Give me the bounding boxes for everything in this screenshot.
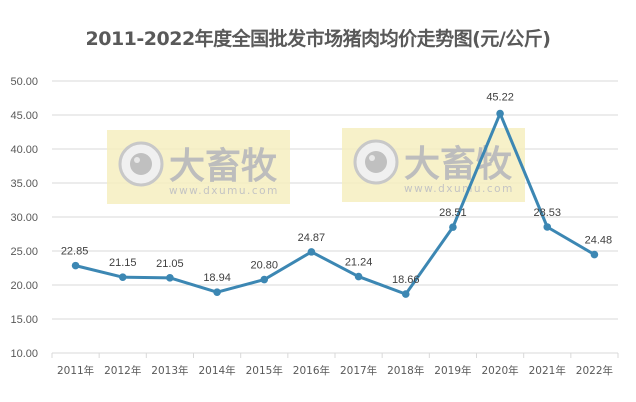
data-point bbox=[590, 250, 599, 259]
x-tick-label: 2020年 bbox=[481, 364, 518, 377]
x-tick-label: 2012年 bbox=[104, 364, 141, 377]
y-tick-label: 45.00 bbox=[10, 110, 38, 122]
watermark-brand: 大畜牧 bbox=[404, 144, 513, 185]
x-tick-label: 2018年 bbox=[387, 364, 424, 377]
x-tick-label: 2017年 bbox=[340, 364, 377, 377]
data-point bbox=[401, 290, 410, 298]
x-tick-label: 2019年 bbox=[434, 364, 471, 377]
y-axis: 10.00 15.00 20.00 25.00 30.00 35.00 40.00 45.00… bbox=[10, 76, 38, 360]
y-tick-label: 10.00 bbox=[10, 348, 38, 360]
x-axis: 2011年 2012年 2013年 2014年 2015年 2016年 2017年 2018年… bbox=[51, 353, 619, 377]
data-label: 18.66 bbox=[392, 274, 420, 286]
data-point bbox=[354, 272, 363, 281]
data-label: 24.87 bbox=[298, 232, 326, 244]
data-point bbox=[496, 109, 504, 118]
watermark-url: www.dxumu.com bbox=[169, 185, 279, 197]
x-tick-label: 2015年 bbox=[246, 364, 283, 377]
data-point bbox=[71, 261, 80, 270]
y-tick-label: 30.00 bbox=[10, 212, 38, 224]
watermark-url: www.dxumu.com bbox=[404, 183, 514, 195]
x-tick-label: 2014年 bbox=[198, 364, 235, 377]
data-labels: 22.85 21.15 21.05 18.94 20.80 24.87 21.24 18.66… bbox=[61, 92, 612, 287]
x-tick-label: 2021年 bbox=[529, 364, 566, 377]
data-label: 18.94 bbox=[203, 272, 231, 284]
watermark-eye-icon bbox=[130, 153, 152, 175]
series-line bbox=[71, 109, 599, 298]
data-label: 28.53 bbox=[533, 207, 561, 219]
y-tick-label: 50.00 bbox=[10, 76, 38, 88]
y-tick-label: 35.00 bbox=[10, 178, 38, 190]
data-label: 20.80 bbox=[250, 260, 278, 272]
y-tick-label: 25.00 bbox=[10, 246, 38, 258]
watermark-brand: 大畜牧 bbox=[169, 146, 278, 187]
x-tick-label: 2016年 bbox=[293, 364, 330, 377]
data-point bbox=[449, 223, 457, 231]
x-tick-label: 2011年 bbox=[57, 364, 94, 377]
y-tick-label: 15.00 bbox=[10, 314, 38, 326]
y-tick-label: 40.00 bbox=[10, 144, 38, 156]
data-point bbox=[543, 223, 552, 231]
data-label: 28.51 bbox=[439, 207, 467, 219]
y-tick-label: 20.00 bbox=[10, 280, 38, 292]
data-point bbox=[260, 275, 269, 284]
data-label: 21.05 bbox=[156, 258, 184, 270]
data-label: 21.15 bbox=[109, 257, 137, 269]
x-tick-label: 2013年 bbox=[151, 364, 188, 377]
data-label: 24.48 bbox=[585, 235, 613, 247]
data-point bbox=[166, 274, 174, 282]
data-point bbox=[118, 273, 127, 281]
x-tick-label: 2022年 bbox=[576, 364, 613, 377]
price-line bbox=[75, 112, 596, 296]
data-label: 22.85 bbox=[61, 246, 89, 258]
watermark-eye-icon bbox=[365, 151, 387, 173]
chart-title: 2011-2022年度全国批发市场猪肉均价走势图(元/公斤) bbox=[85, 28, 551, 50]
data-point bbox=[213, 288, 221, 297]
data-label: 45.22 bbox=[486, 92, 514, 104]
data-point bbox=[307, 248, 316, 256]
data-label: 21.24 bbox=[345, 257, 373, 269]
